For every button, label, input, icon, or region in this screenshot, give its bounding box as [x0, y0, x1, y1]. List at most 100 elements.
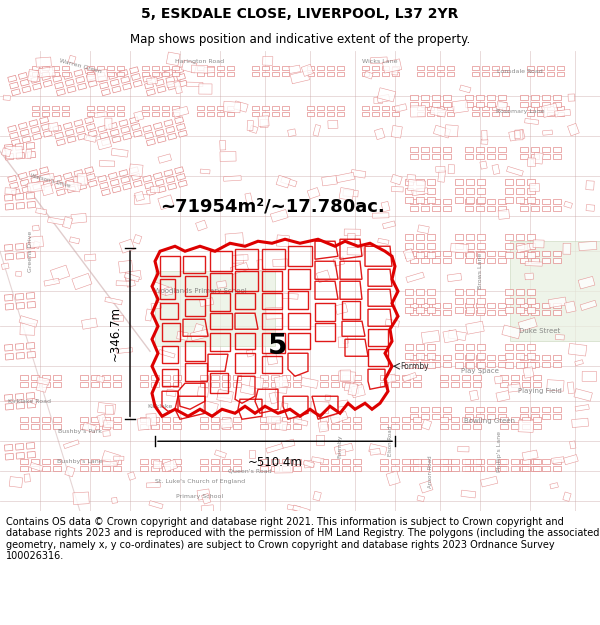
Polygon shape [173, 459, 181, 464]
Bar [410, 106, 425, 117]
Polygon shape [391, 382, 398, 388]
Bar [373, 213, 389, 218]
Bar [328, 120, 338, 129]
Polygon shape [392, 112, 398, 116]
Bar [166, 389, 176, 396]
Polygon shape [455, 243, 463, 249]
Bar [569, 441, 576, 449]
Polygon shape [505, 308, 513, 313]
Polygon shape [221, 375, 229, 380]
Polygon shape [91, 418, 98, 422]
Polygon shape [55, 82, 64, 89]
Polygon shape [431, 148, 439, 152]
Polygon shape [62, 112, 68, 116]
Bar [568, 343, 587, 356]
Polygon shape [40, 117, 49, 124]
Bar [330, 411, 348, 424]
Polygon shape [391, 424, 398, 429]
Bar [386, 374, 396, 382]
Polygon shape [382, 112, 389, 116]
Bar [103, 420, 114, 428]
Polygon shape [32, 106, 38, 110]
Polygon shape [31, 424, 38, 429]
Polygon shape [416, 289, 424, 295]
Bar [391, 126, 403, 138]
Polygon shape [20, 79, 29, 86]
Polygon shape [527, 106, 533, 110]
Polygon shape [197, 72, 203, 76]
Polygon shape [391, 466, 398, 471]
Polygon shape [533, 418, 541, 422]
Polygon shape [461, 375, 470, 380]
Text: St. Luke's Church of England: St. Luke's Church of England [155, 479, 245, 484]
Polygon shape [86, 72, 94, 76]
Polygon shape [293, 459, 301, 464]
Text: ~71954m²/~17.780ac.: ~71954m²/~17.780ac. [160, 198, 385, 215]
Bar [118, 261, 133, 273]
Bar [344, 383, 359, 392]
Polygon shape [497, 102, 505, 107]
Bar [492, 164, 500, 174]
Polygon shape [477, 198, 485, 203]
Polygon shape [155, 179, 164, 186]
Bar [575, 359, 583, 366]
Polygon shape [139, 424, 148, 429]
Polygon shape [530, 362, 539, 368]
Bar [542, 130, 553, 135]
Polygon shape [26, 342, 35, 349]
Polygon shape [164, 69, 173, 76]
Polygon shape [439, 424, 448, 429]
Bar [167, 81, 180, 88]
Bar [225, 232, 244, 245]
Polygon shape [466, 179, 474, 185]
Polygon shape [260, 418, 268, 422]
Bar [502, 325, 521, 339]
Bar [133, 234, 142, 244]
Polygon shape [413, 382, 421, 388]
Polygon shape [431, 206, 439, 211]
Polygon shape [511, 424, 518, 429]
Polygon shape [520, 148, 527, 152]
Bar [119, 239, 134, 253]
Bar [236, 254, 248, 261]
Polygon shape [542, 362, 550, 368]
Polygon shape [416, 353, 424, 359]
Polygon shape [416, 308, 424, 313]
Polygon shape [307, 66, 314, 70]
Polygon shape [527, 362, 535, 368]
Polygon shape [497, 199, 505, 204]
Polygon shape [553, 414, 560, 419]
Polygon shape [151, 106, 158, 110]
Polygon shape [530, 258, 539, 263]
Polygon shape [293, 382, 301, 388]
Bar [99, 161, 115, 167]
Text: Woodlands Primary School: Woodlands Primary School [154, 288, 247, 294]
Bar [515, 131, 520, 139]
Polygon shape [530, 148, 539, 152]
Bar [158, 349, 175, 358]
Polygon shape [271, 112, 278, 116]
Polygon shape [353, 459, 361, 464]
Polygon shape [142, 106, 149, 110]
Polygon shape [520, 355, 527, 360]
Polygon shape [443, 459, 451, 464]
Polygon shape [455, 188, 463, 194]
Polygon shape [476, 95, 484, 100]
Polygon shape [421, 206, 428, 211]
Polygon shape [341, 424, 349, 429]
Polygon shape [101, 382, 110, 388]
Polygon shape [464, 362, 473, 368]
Polygon shape [31, 126, 40, 133]
Polygon shape [293, 375, 301, 380]
Polygon shape [31, 382, 38, 388]
Polygon shape [85, 167, 94, 174]
Polygon shape [130, 117, 139, 124]
Polygon shape [427, 298, 435, 304]
Polygon shape [502, 66, 509, 70]
Polygon shape [431, 408, 439, 412]
Polygon shape [476, 102, 484, 107]
Bar [48, 122, 59, 132]
Polygon shape [161, 466, 170, 471]
Polygon shape [491, 66, 499, 70]
Polygon shape [443, 148, 451, 152]
